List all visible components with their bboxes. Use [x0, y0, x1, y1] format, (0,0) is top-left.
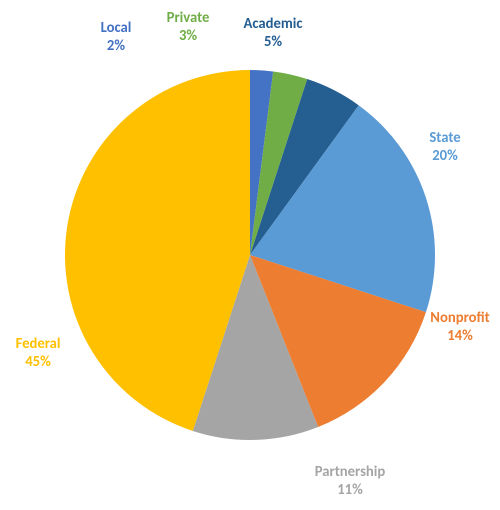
- pie-chart: [0, 0, 500, 510]
- pie-chart-container: Academic5%State20%Nonprofit14%Partnershi…: [0, 0, 500, 510]
